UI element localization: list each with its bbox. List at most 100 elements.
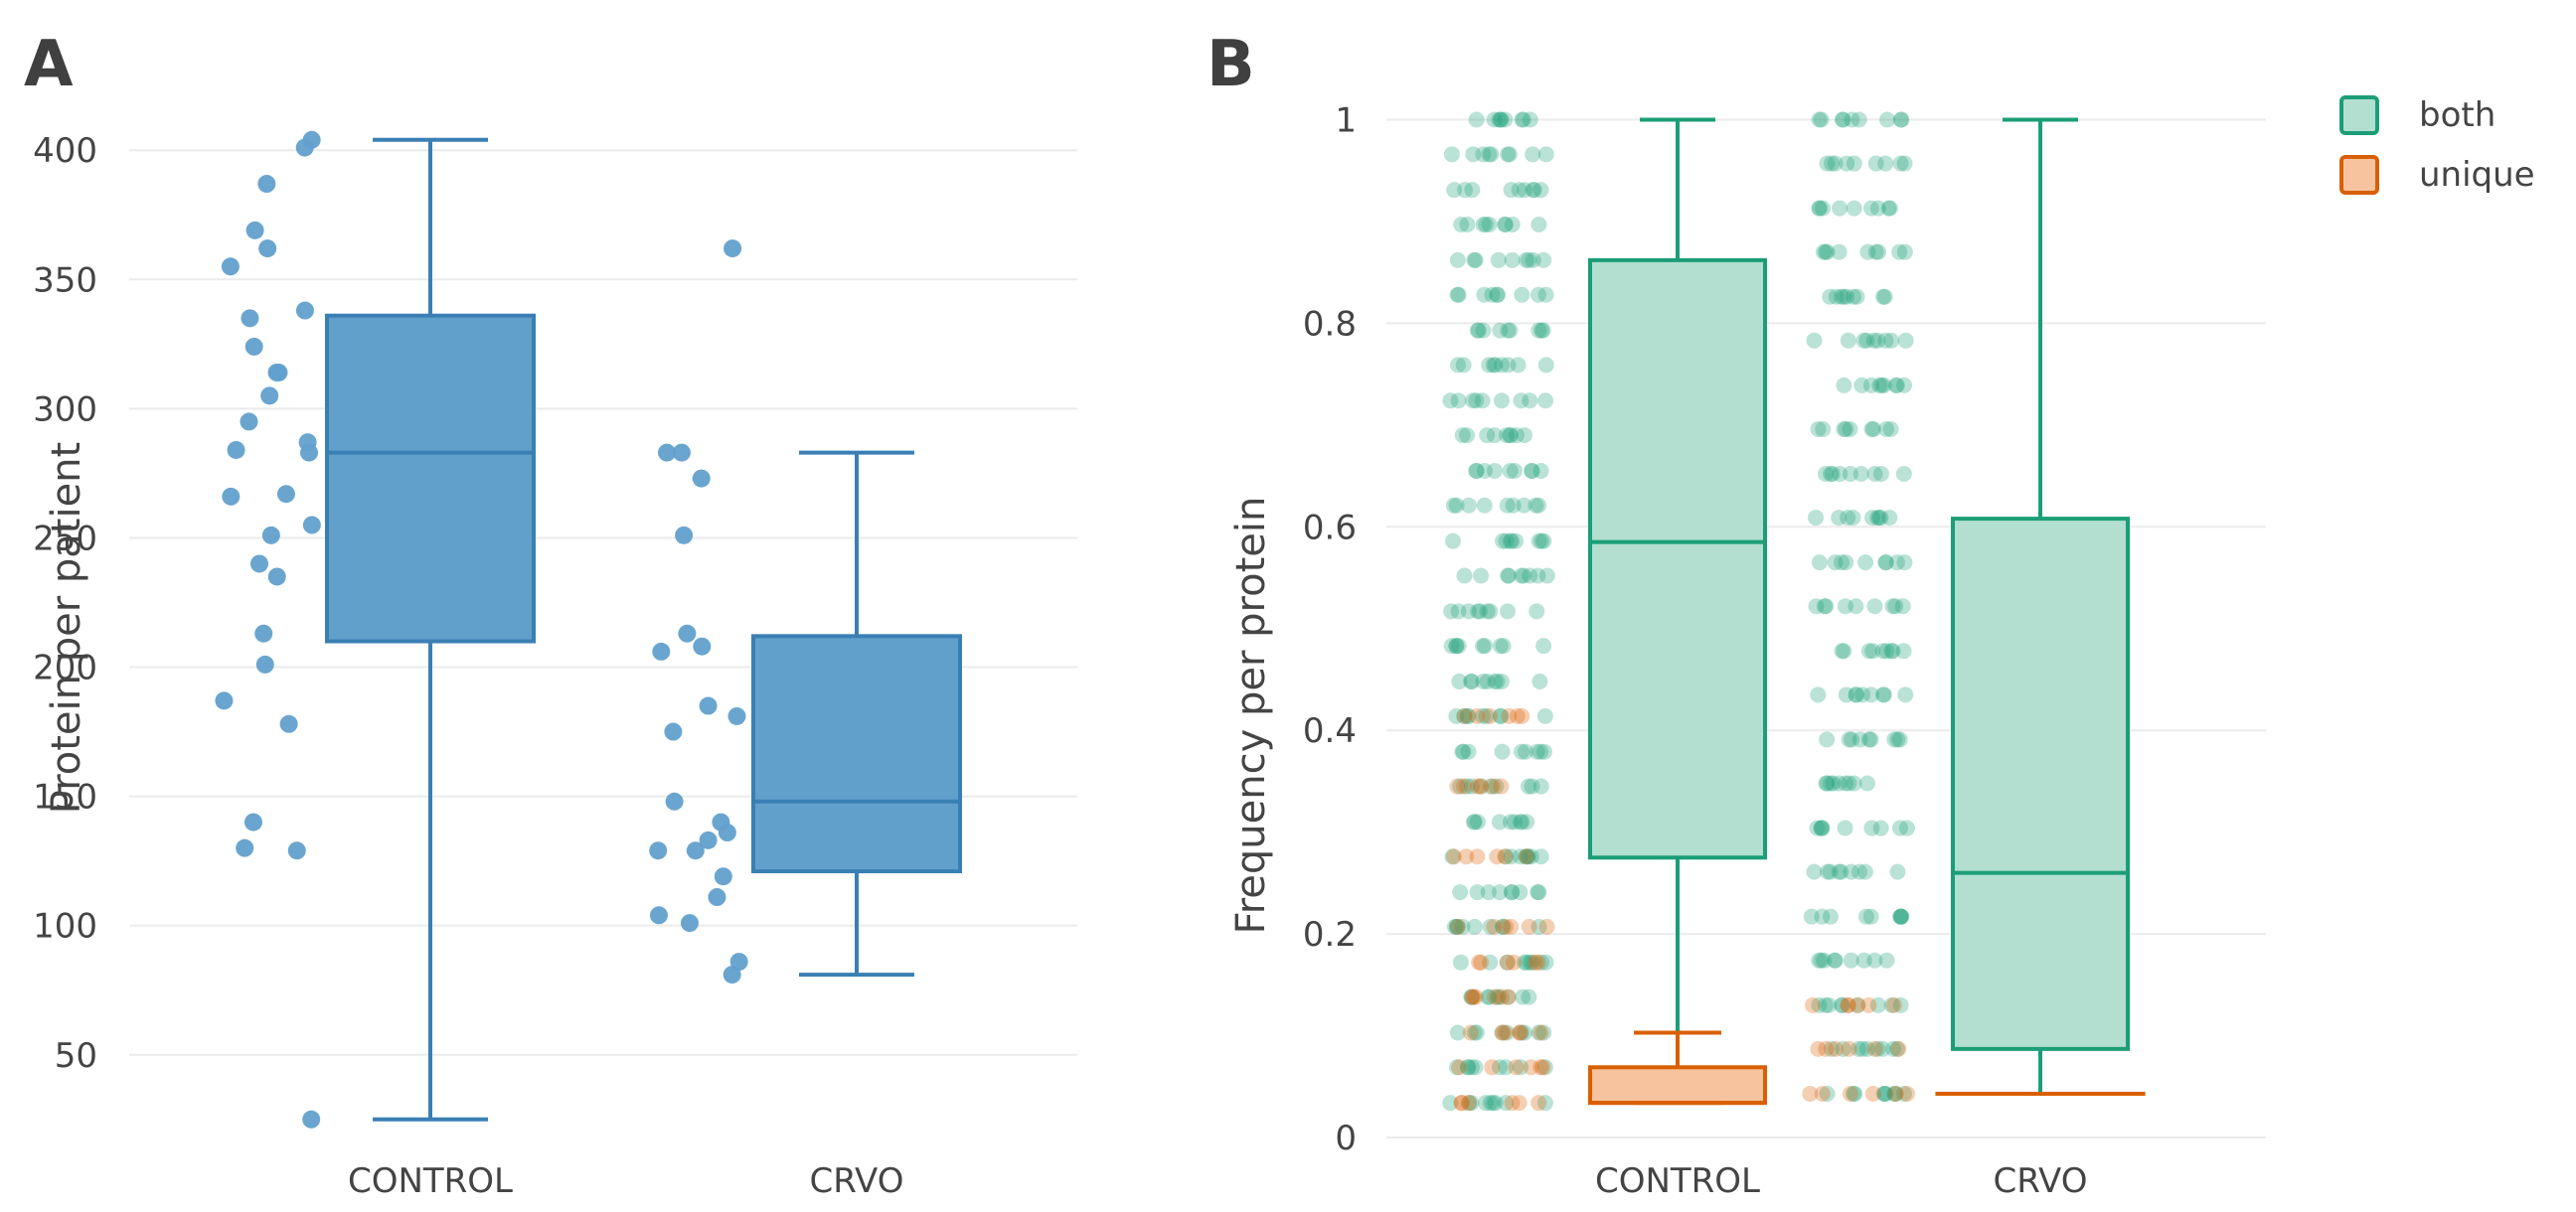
data-point [1498,848,1515,865]
data-point [1508,427,1525,444]
data-point [1898,820,1915,836]
data-point [1482,954,1499,971]
data-point [1529,743,1545,760]
data-point [1883,332,1900,349]
data-point [1891,243,1908,260]
data-point [1526,182,1542,199]
legend-item-both[interactable]: both [2339,85,2535,145]
data-point [1495,638,1512,655]
data-point [664,722,683,741]
data-point [1884,598,1901,615]
data-point [1823,466,1840,483]
data-point [1537,146,1554,163]
data-point [1848,598,1864,615]
data-point [1845,1085,1861,1102]
data-point [1500,567,1517,584]
data-point [1865,420,1882,437]
data-point [1470,603,1487,620]
data-point [1482,918,1499,935]
data-point [1537,954,1554,971]
data-point [1531,674,1548,690]
data-point [1512,848,1529,865]
data-point [276,485,295,504]
data-point [1449,251,1466,268]
data-point [1815,420,1832,437]
data-point [1840,996,1856,1013]
data-point [672,443,691,462]
data-point [254,624,273,643]
data-point [1844,731,1860,748]
data-point [1464,988,1481,1005]
data-point [1877,554,1894,571]
data-point [1847,1085,1863,1102]
data-point [1495,918,1512,935]
legend-item-unique[interactable]: unique [2339,145,2535,205]
data-point [1814,200,1831,217]
data-point [1480,988,1497,1005]
data-point [1536,707,1553,724]
data-point [1492,638,1509,655]
data-point [1896,554,1913,571]
data-point [1892,111,1909,128]
data-point [1479,427,1496,444]
data-point [1512,1024,1529,1041]
data-point [1877,155,1894,172]
data-point [1532,1059,1549,1076]
data-point [1869,200,1886,217]
data-point [1498,532,1515,549]
legend-label-unique: unique [2419,155,2535,195]
data-point [1490,251,1507,268]
data-point [1871,377,1888,393]
data-point [1853,377,1870,393]
data-point [1500,988,1517,1005]
data-point [1494,357,1511,374]
data-point [1885,996,1902,1013]
data-point [1843,863,1859,880]
box [751,634,962,874]
data-point [1536,1095,1553,1112]
data-point [1530,497,1547,514]
data-point [1500,357,1517,374]
data-point [1832,200,1849,217]
data-point [699,696,718,715]
data-point [1842,420,1858,437]
data-point [1508,1059,1525,1076]
data-point [1821,996,1838,1013]
data-point [1489,286,1506,303]
data-point [300,443,319,462]
data-point [1803,908,1820,925]
data-point [1504,884,1521,901]
data-point [1473,778,1490,795]
data-point [1813,111,1830,128]
data-point [718,824,736,842]
data-point [1484,286,1501,303]
data-point [1881,200,1898,217]
data-point [1529,603,1545,620]
data-point [1822,863,1839,880]
data-point [1883,996,1900,1013]
data-point [1887,1085,1904,1102]
data-point [1465,988,1482,1005]
data-point [1459,778,1476,795]
legend-label-both: both [2419,95,2496,135]
data-point [1811,952,1828,969]
data-point [1852,466,1869,483]
data-point [1496,1024,1513,1041]
data-point [1862,200,1879,217]
data-point [1456,778,1473,795]
panel-a-label: A [24,28,74,101]
data-point [1491,988,1508,1005]
y-tick-label: 0.2 [1303,915,1357,955]
data-point [1518,743,1534,760]
data-point [1452,778,1469,795]
data-point [1889,731,1906,748]
data-point [241,309,259,328]
data-point [1837,820,1853,836]
data-point [1468,1024,1485,1041]
data-point [1814,820,1831,836]
data-point [1893,111,1910,128]
data-point [1504,217,1521,233]
data-point [287,841,306,860]
data-point [1886,731,1903,748]
data-point [240,412,258,431]
